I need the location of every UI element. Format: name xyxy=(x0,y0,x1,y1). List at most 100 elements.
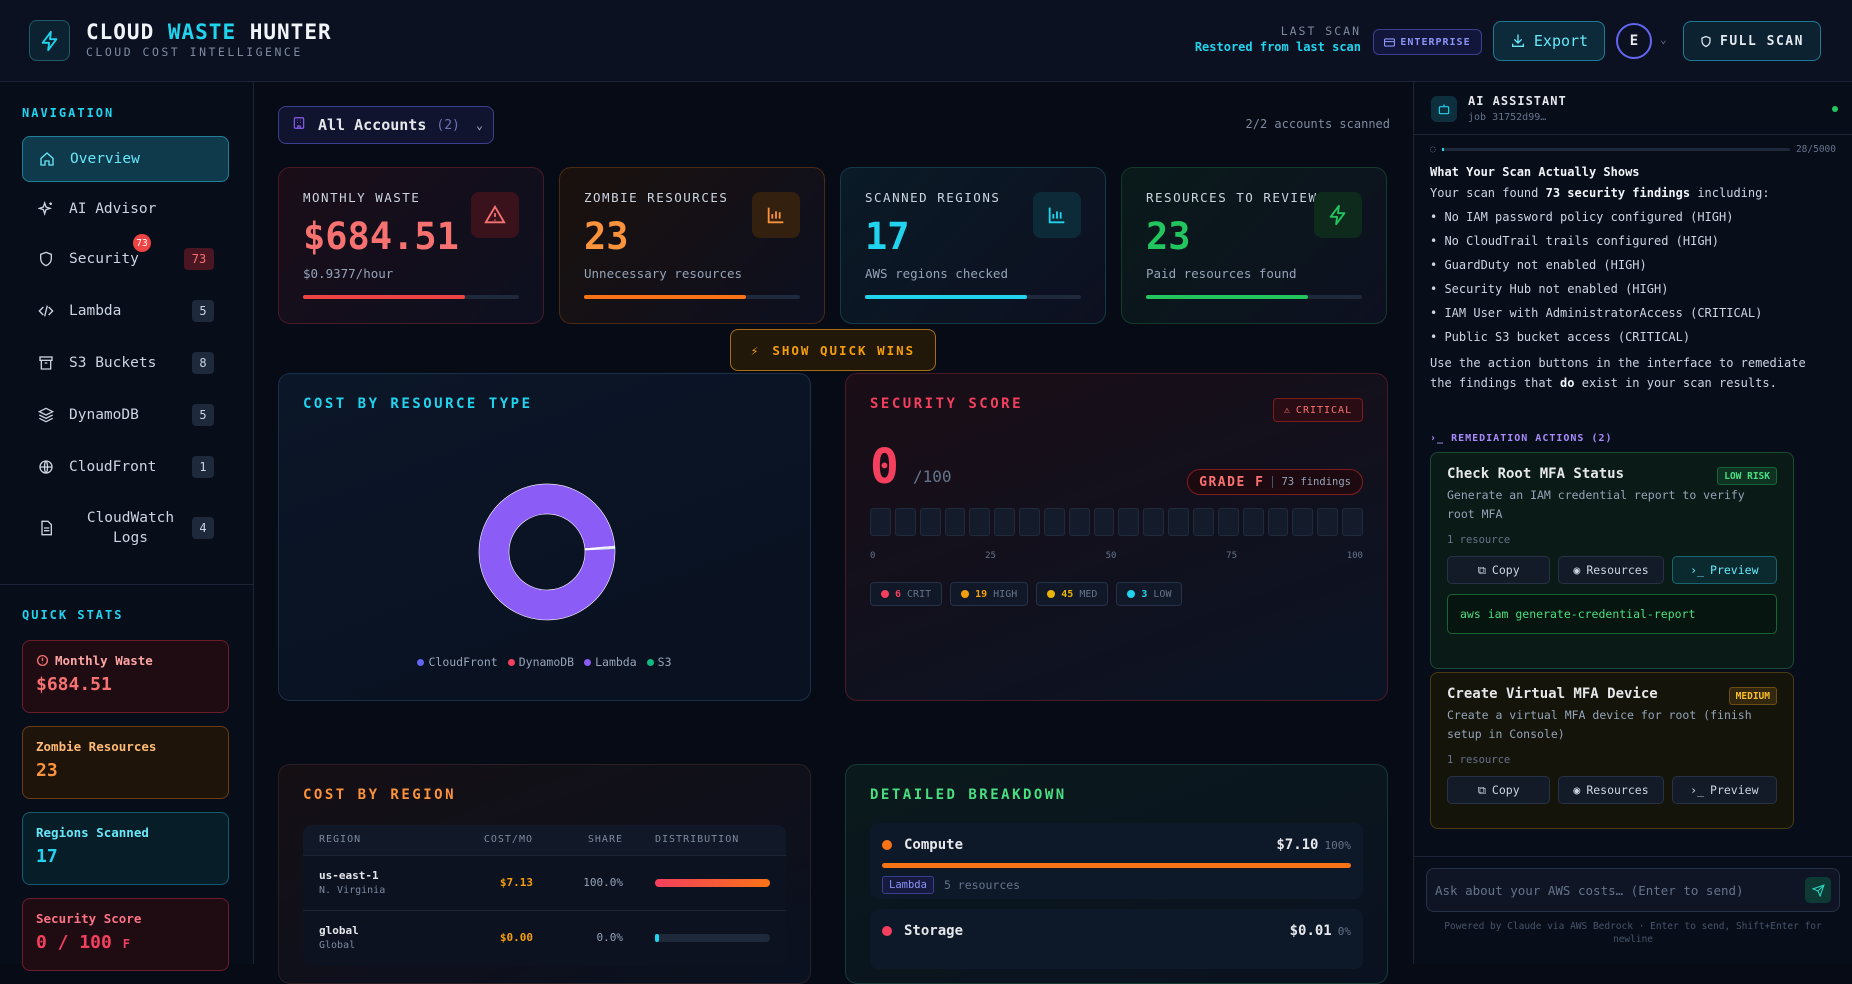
preview-button[interactable]: ›_ Preview xyxy=(1671,556,1777,584)
resources-button[interactable]: ◉ Resources xyxy=(1558,776,1664,804)
send-button[interactable] xyxy=(1805,877,1831,903)
score-cell xyxy=(870,508,891,536)
severity-critical[interactable]: 6 CRIT xyxy=(870,582,943,606)
assistant-title: AI ASSISTANT xyxy=(1468,94,1567,108)
score-cell xyxy=(1342,508,1363,536)
command-preview[interactable]: aws iam generate-credential-report xyxy=(1447,594,1777,634)
severity-medium[interactable]: 45 MED xyxy=(1036,582,1109,606)
score-cell xyxy=(1267,508,1289,536)
score-cell xyxy=(994,508,1016,536)
quick-stat-security[interactable]: Security Score 0 / 100 F xyxy=(22,898,229,971)
sidebar-item-lambda[interactable]: Lambda 5 xyxy=(22,288,229,334)
legend-item-dynamodb: DynamoDB xyxy=(507,655,574,669)
building-icon xyxy=(292,116,306,134)
score-cell xyxy=(1043,508,1065,536)
table-row[interactable]: us-east-1 N. Virginia $7.13 100.0% xyxy=(303,854,786,910)
score-cell xyxy=(894,508,916,536)
score-cell xyxy=(944,508,966,536)
panel-cost-by-type: COST BY RESOURCE TYPE CloudFront DynamoD… xyxy=(278,373,811,701)
enterprise-badge: ENTERPRISE xyxy=(1373,29,1482,55)
logo[interactable] xyxy=(29,20,70,61)
quick-stat-regions[interactable]: Regions Scanned 17 xyxy=(22,812,229,885)
nav-count: 73 xyxy=(184,248,214,270)
lightning-icon: ⚡ xyxy=(750,342,761,358)
alert-icon xyxy=(36,654,49,667)
export-button[interactable]: Export xyxy=(1493,21,1605,61)
user-avatar[interactable]: E xyxy=(1616,23,1652,59)
full-scan-button[interactable]: FULL SCAN xyxy=(1683,21,1821,61)
nav-count: 4 xyxy=(192,517,214,539)
slice-s3[interactable] xyxy=(584,547,616,551)
sidebar-item-overview[interactable]: Overview xyxy=(22,136,229,182)
card-icon xyxy=(1384,37,1396,47)
lightning-icon xyxy=(41,30,57,51)
sidebar-item-cloudfront[interactable]: CloudFront 1 xyxy=(22,444,229,490)
sidebar-item-ai-advisor[interactable]: AI Advisor xyxy=(22,186,229,232)
slice-lambda[interactable] xyxy=(478,483,616,621)
send-icon xyxy=(1811,883,1825,897)
severity-high[interactable]: 19 HIGH xyxy=(950,582,1029,606)
sidebar-item-dynamodb[interactable]: DynamoDB 5 xyxy=(22,392,229,438)
resources-button[interactable]: ◉ Resources xyxy=(1558,556,1664,584)
top-header: CLOUD WASTE HUNTER CLOUD COST INTELLIGEN… xyxy=(0,0,1852,82)
eye-icon: ◉ xyxy=(1573,563,1581,577)
severity-low[interactable]: 3 LOW xyxy=(1116,582,1183,606)
chevron-down-icon[interactable]: ⌄ xyxy=(1660,33,1667,46)
assistant-footer: Powered by Claude via AWS Bedrock · Ente… xyxy=(1444,921,1822,945)
bar-chart-icon xyxy=(1033,192,1081,238)
bot-icon xyxy=(1431,96,1457,122)
terminal-icon: ›_ xyxy=(1690,563,1705,577)
quick-stats-heading: QUICK STATS xyxy=(22,608,124,622)
chat-input[interactable]: Ask about your AWS costs… (Enter to send… xyxy=(1426,868,1840,912)
critical-badge: ⚠ CRITICAL xyxy=(1273,398,1363,422)
layers-icon xyxy=(37,406,55,424)
nav-count: 8 xyxy=(192,352,214,374)
globe-icon xyxy=(37,458,55,476)
remediation-heading: ›_ REMEDIATION ACTIONS (2) xyxy=(1430,433,1613,444)
severity-counts: 6 CRIT 19 HIGH 45 MED 3 LOW xyxy=(870,582,1183,606)
cost-donut-chart xyxy=(478,483,616,621)
copy-button[interactable]: ⧉ Copy xyxy=(1447,556,1551,584)
grade-badge: GRADE F 73 findings xyxy=(1187,469,1363,495)
score-cell xyxy=(1093,508,1115,536)
panel-title: COST BY RESOURCE TYPE xyxy=(303,396,533,412)
copy-icon: ⧉ xyxy=(1477,562,1486,577)
panel-title: SECURITY SCORE xyxy=(870,396,1024,412)
score-meter xyxy=(870,508,1363,536)
eye-icon: ◉ xyxy=(1573,783,1581,797)
show-quick-wins-button[interactable]: ⚡ SHOW QUICK WINS xyxy=(730,329,936,371)
code-icon xyxy=(37,302,55,320)
ai-assistant-panel: AI ASSISTANT job 31752d99… ◌ 28/5000 Wha… xyxy=(1413,82,1852,964)
risk-badge: MEDIUM xyxy=(1728,687,1777,705)
list-item: • No IAM password policy configured (HIG… xyxy=(1430,210,1734,224)
table-row[interactable]: global Global $0.00 0.0% xyxy=(303,909,786,965)
copy-button[interactable]: ⧉ Copy xyxy=(1447,776,1551,804)
sidebar-item-s3-buckets[interactable]: S3 Buckets 8 xyxy=(22,340,229,386)
breakdown-row-storage[interactable]: Storage $0.01 0% xyxy=(870,909,1363,969)
nav-count: 5 xyxy=(192,404,214,426)
panel-title: COST BY REGION xyxy=(303,787,457,803)
quick-stat-zombie[interactable]: Zombie Resources 23 xyxy=(22,726,229,799)
assistant-message: What Your Scan Actually Shows Your scan … xyxy=(1430,162,1832,393)
card-monthly-waste: MONTHLY WASTE $684.51 $0.9377/hour xyxy=(278,167,544,324)
panel-detailed-breakdown: DETAILED BREAKDOWN Compute $7.10 100% Lamb… xyxy=(845,764,1388,984)
bar-chart-icon xyxy=(752,192,800,238)
last-scan-status: LAST SCAN Restored from last scan xyxy=(1194,24,1361,54)
sidebar-item-security[interactable]: Security 73 73 xyxy=(22,234,229,282)
sidebar-item-cloudwatch-logs[interactable]: CloudWatch Logs 4 xyxy=(22,502,229,554)
region-table: REGION COST/MO SHARE DISTRIBUTION us-eas… xyxy=(303,825,786,965)
preview-button[interactable]: ›_ Preview xyxy=(1671,776,1777,804)
account-selector[interactable]: All Accounts (2) ⌄ xyxy=(278,106,494,144)
chevron-down-icon: ⌄ xyxy=(475,118,484,132)
chart-legend: CloudFront DynamoDB Lambda S3 xyxy=(279,655,810,669)
score-ticks: 0 25 50 75 100 xyxy=(870,551,1363,561)
legend-item-lambda: Lambda xyxy=(584,655,637,669)
breakdown-row-compute[interactable]: Compute $7.10 100% Lambda 5 resources xyxy=(870,823,1363,899)
main-content: All Accounts (2) ⌄ 2/2 accounts scanned … xyxy=(255,82,1412,984)
breakdown-bar xyxy=(882,863,1351,868)
sparkles-icon xyxy=(37,200,55,218)
quick-stat-monthly-waste[interactable]: Monthly Waste $684.51 xyxy=(22,640,229,713)
list-item: • Security Hub not enabled (HIGH) xyxy=(1430,282,1669,296)
app-title: CLOUD WASTE HUNTER xyxy=(86,20,332,44)
